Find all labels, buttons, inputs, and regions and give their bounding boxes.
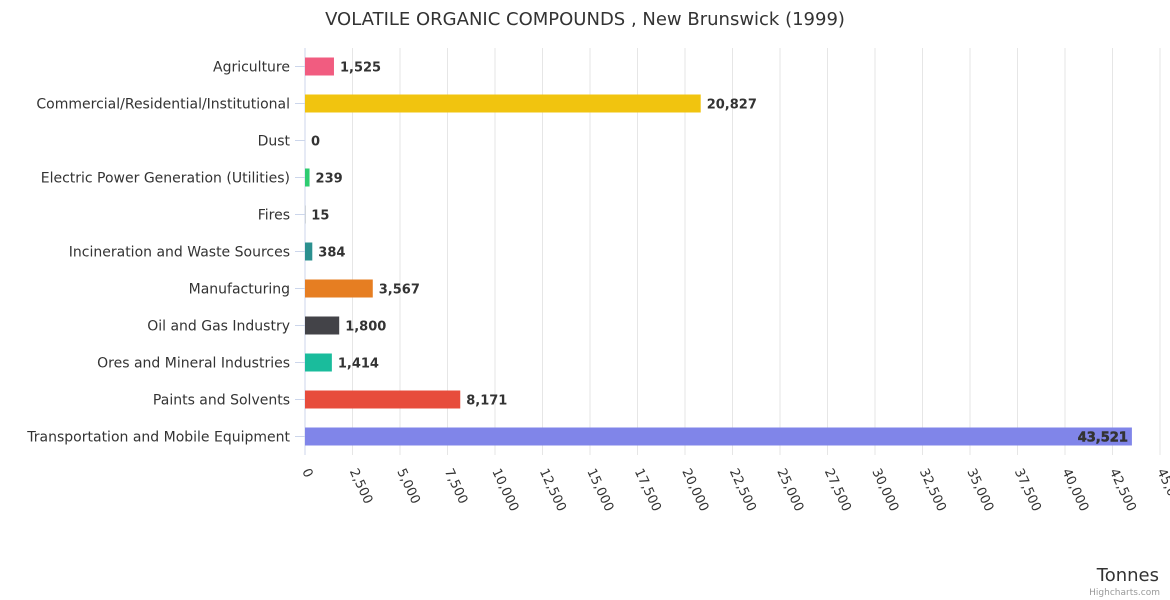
- x-tick-label: 0: [298, 466, 315, 480]
- category-labels: Agriculture Commercial/Residential/Instit…: [26, 60, 290, 446]
- category-label: Fires: [258, 208, 290, 224]
- x-tick-label: 17,500: [631, 466, 664, 514]
- credits-link[interactable]: Highcharts.com: [1089, 588, 1160, 598]
- category-label: Dust: [258, 134, 291, 150]
- bar[interactable]: [305, 390, 461, 409]
- category-label: Manufacturing: [189, 282, 290, 298]
- category-label: Paints and Solvents: [153, 393, 290, 409]
- x-tick-label: 35,000: [963, 466, 996, 514]
- x-tick-label: 22,500: [726, 466, 759, 514]
- data-label: 8,171: [466, 394, 507, 409]
- bars: [305, 57, 1132, 446]
- data-label: 0: [311, 135, 320, 150]
- x-tick-label: 45,000: [1153, 466, 1170, 514]
- x-tick-label: 42,500: [1106, 466, 1139, 514]
- chart-title: VOLATILE ORGANIC COMPOUNDS , New Brunswi…: [325, 9, 845, 30]
- x-tick-label: 37,500: [1011, 466, 1044, 514]
- x-tick-label: 30,000: [868, 466, 901, 514]
- x-axis-title: Tonnes: [1096, 565, 1159, 586]
- x-tick-label: 25,000: [773, 466, 806, 514]
- x-tick-label: 20,000: [678, 466, 711, 514]
- bar[interactable]: [305, 168, 310, 187]
- data-labels: 1,525 20,827 0 239 15 384 3,567 1,800 1,414 8,171…: [311, 61, 1128, 446]
- bar[interactable]: [305, 279, 373, 298]
- data-label: 3,567: [379, 283, 420, 298]
- x-tick-label: 2,500: [346, 466, 375, 506]
- bar[interactable]: [305, 94, 701, 113]
- bar[interactable]: [305, 353, 332, 372]
- data-label: 1,414: [338, 357, 379, 372]
- x-tick-label: 12,500: [536, 466, 569, 514]
- category-label: Transportation and Mobile Equipment: [26, 430, 290, 446]
- category-label: Incineration and Waste Sources: [69, 245, 290, 261]
- data-label: 1,525: [340, 61, 381, 76]
- x-axis-ticks: 0 2,500 5,000 7,500 10,000 12,500 15,000 17,500…: [298, 466, 1170, 514]
- x-tick-label: 7,500: [441, 466, 470, 506]
- data-label: 1,800: [345, 320, 386, 335]
- category-label: Commercial/Residential/Institutional: [36, 97, 290, 113]
- x-tick-label: 32,500: [916, 466, 949, 514]
- data-label: 384: [318, 246, 345, 261]
- x-tick-label: 10,000: [488, 466, 521, 514]
- data-label: 20,827: [707, 98, 757, 113]
- bar[interactable]: [305, 427, 1132, 446]
- data-label: 15: [311, 209, 329, 224]
- x-tick-label: 5,000: [393, 466, 422, 506]
- category-label: Oil and Gas Industry: [147, 319, 290, 335]
- category-label: Ores and Mineral Industries: [97, 356, 290, 372]
- gridlines: [295, 48, 1161, 455]
- data-label: 43,521: [1078, 431, 1128, 446]
- bar[interactable]: [305, 316, 340, 335]
- x-tick-label: 15,000: [583, 466, 616, 514]
- bar[interactable]: [305, 242, 313, 261]
- data-label: 239: [316, 172, 343, 187]
- x-tick-label: 27,500: [821, 466, 854, 514]
- category-label: Agriculture: [213, 60, 290, 76]
- category-label: Electric Power Generation (Utilities): [41, 171, 290, 187]
- bar[interactable]: [305, 57, 334, 76]
- x-tick-label: 40,000: [1058, 466, 1091, 514]
